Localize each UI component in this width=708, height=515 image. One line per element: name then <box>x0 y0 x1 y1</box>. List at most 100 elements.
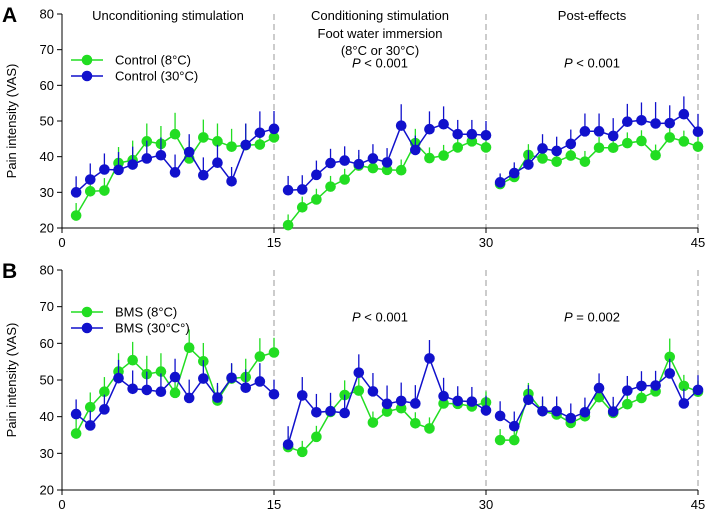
data-point <box>254 376 266 387</box>
data-point <box>127 354 138 366</box>
data-point <box>282 184 294 196</box>
data-point <box>296 446 308 458</box>
data-point <box>480 129 492 141</box>
data-point <box>99 164 110 175</box>
data-point <box>226 175 237 187</box>
data-point <box>155 386 167 398</box>
data-point <box>678 136 690 147</box>
data-point <box>325 405 336 417</box>
data-point <box>452 395 464 407</box>
legend-marker <box>81 322 93 334</box>
data-point <box>84 420 96 431</box>
y-axis-label: Pain intensity (VAS) <box>4 323 19 438</box>
y-tick-label: 20 <box>40 221 54 236</box>
legend-label: Control (30°C) <box>115 69 198 84</box>
legend-marker <box>81 70 93 82</box>
y-tick-label: 80 <box>40 7 54 22</box>
data-point <box>198 169 209 181</box>
data-point <box>99 404 110 415</box>
legend-label: Control (8°C) <box>115 53 191 68</box>
data-point <box>579 156 591 167</box>
data-point <box>254 351 266 362</box>
data-point <box>664 368 676 379</box>
data-point <box>381 164 393 176</box>
data-point <box>141 384 153 396</box>
data-point <box>339 174 350 185</box>
data-point <box>226 141 237 152</box>
data-point <box>593 382 605 394</box>
data-point <box>240 382 252 394</box>
data-point <box>212 157 223 169</box>
data-point <box>424 123 435 135</box>
data-point <box>268 123 280 135</box>
panel-letter: B <box>2 260 17 283</box>
p-value-symbol: P <box>352 56 361 71</box>
y-tick-label: 70 <box>40 42 54 57</box>
legend-label: BMS (30°C°) <box>115 321 190 336</box>
data-point <box>381 157 393 168</box>
data-point <box>311 194 322 205</box>
data-point <box>636 380 647 392</box>
data-point <box>622 137 633 149</box>
phase-label: Unconditioning stimulation <box>92 8 244 23</box>
data-point <box>636 114 647 126</box>
data-point <box>311 169 322 181</box>
p-value-text: < 0.001 <box>361 309 408 324</box>
data-point <box>508 420 520 432</box>
p-value-symbol: P <box>564 309 573 324</box>
y-tick-label: 40 <box>40 409 54 424</box>
x-tick-label: 45 <box>691 497 705 512</box>
data-point <box>395 395 407 407</box>
data-point <box>678 108 690 120</box>
data-point <box>438 390 449 402</box>
data-point <box>424 423 435 434</box>
data-point <box>438 150 449 161</box>
y-tick-label: 80 <box>40 263 54 278</box>
x-tick-label: 15 <box>267 235 281 250</box>
data-point <box>325 181 336 192</box>
data-point <box>664 351 676 363</box>
y-tick-label: 50 <box>40 373 54 388</box>
data-point <box>565 138 577 150</box>
data-point <box>296 390 308 401</box>
p-value-annotation: P = 0.002 <box>564 309 620 324</box>
data-point <box>466 396 478 407</box>
data-point <box>480 405 492 416</box>
y-tick-label: 20 <box>40 483 54 498</box>
data-point <box>579 126 591 137</box>
y-tick-label: 30 <box>40 446 54 461</box>
data-point <box>198 373 209 384</box>
data-point <box>311 406 322 418</box>
data-point <box>127 159 138 170</box>
data-point <box>268 132 280 143</box>
data-point <box>367 153 379 164</box>
data-point <box>494 410 506 422</box>
legend-marker <box>81 54 93 66</box>
data-point <box>692 126 704 137</box>
data-point <box>410 144 421 156</box>
data-point <box>622 385 633 396</box>
data-point <box>607 142 619 154</box>
legend: Control (8°C)Control (30°C) <box>71 53 198 84</box>
data-point <box>155 149 167 161</box>
y-tick-label: 50 <box>40 114 54 129</box>
data-point <box>353 367 365 378</box>
series-blue <box>70 96 704 198</box>
phase-label: Post-effects <box>558 8 627 23</box>
x-tick-label: 30 <box>479 235 493 250</box>
data-point <box>311 431 322 443</box>
p-value-text: < 0.001 <box>573 56 620 71</box>
data-point <box>607 406 619 417</box>
data-point <box>480 142 492 153</box>
data-point <box>636 392 647 404</box>
x-tick-label: 30 <box>479 497 493 512</box>
data-point <box>268 389 280 400</box>
data-point <box>636 135 647 147</box>
data-point <box>183 392 195 404</box>
data-point <box>353 385 365 396</box>
data-point <box>438 118 449 130</box>
y-tick-label: 60 <box>40 78 54 93</box>
data-point <box>155 366 167 377</box>
data-point <box>395 164 407 176</box>
